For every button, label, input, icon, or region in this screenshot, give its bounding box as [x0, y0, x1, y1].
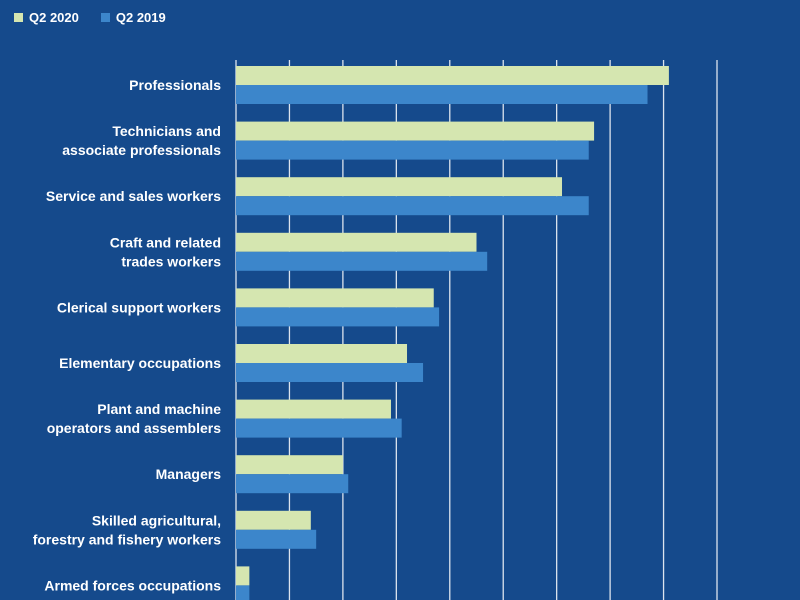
legend-swatch-q2-2020	[14, 13, 23, 22]
bar-q2-2020	[236, 344, 408, 363]
category-label: Managers	[156, 466, 222, 482]
legend: Q2 2020 Q2 2019	[14, 10, 166, 25]
bar-q2-2019	[236, 418, 402, 438]
bar-q2-2020	[236, 288, 434, 308]
bar-q2-2019	[236, 363, 424, 382]
bar-q2-2020	[236, 399, 391, 419]
category-label: Technicians and associate professionals	[62, 123, 221, 158]
legend-swatch-q2-2019	[100, 13, 110, 22]
bar-q2-2019	[236, 140, 589, 160]
category-label: Armed forces occupations	[44, 577, 221, 593]
category-label-line: Managers	[156, 466, 222, 482]
bars	[236, 66, 669, 600]
bar-q2-2019	[236, 529, 317, 549]
category-label: Skilled agricultural, forestry and fisher…	[33, 512, 222, 547]
bar-q2-2020	[236, 177, 563, 197]
category-label-line: associate professionals	[62, 142, 221, 158]
bar-q2-2020	[236, 232, 477, 252]
legend-item-q2-2020: Q2 2020	[14, 10, 79, 25]
category-label: Craft and related trades workers	[110, 234, 221, 269]
category-labels: Professionals Technicians and associate pr…	[33, 77, 222, 593]
legend-item-q2-2019: Q2 2019	[100, 10, 166, 25]
category-label-line: Professionals	[129, 77, 221, 93]
category-label-line: trades workers	[121, 253, 221, 269]
bar-q2-2019	[236, 196, 589, 216]
category-label-line: forestry and fishery workers	[33, 531, 222, 547]
legend-label-q2-2020: Q2 2020	[29, 10, 79, 25]
category-label-line: Clerical support workers	[57, 299, 221, 315]
bar-q2-2020	[236, 121, 595, 141]
category-label-line: Elementary occupations	[59, 355, 221, 371]
bar-q2-2020	[236, 566, 250, 586]
bar-q2-2019	[236, 307, 440, 327]
category-label-line: Armed forces occupations	[44, 577, 221, 593]
bar-q2-2020	[236, 455, 343, 475]
bar-q2-2020	[236, 66, 669, 85]
category-label: Professionals	[129, 77, 221, 93]
bar-q2-2019	[236, 585, 250, 600]
category-label-line: Skilled agricultural,	[92, 512, 221, 528]
legend-label-q2-2019: Q2 2019	[115, 10, 166, 25]
bar-q2-2019	[236, 85, 648, 104]
bar-q2-2019	[236, 251, 488, 271]
category-label-line: Craft and related	[110, 234, 221, 250]
category-label: Service and sales workers	[46, 188, 221, 204]
bar-q2-2019	[236, 474, 349, 494]
category-label: Plant and machine operators and assembler…	[47, 401, 222, 436]
category-label-line: Plant and machine	[97, 401, 221, 417]
category-label: Clerical support workers	[57, 299, 221, 315]
category-label: Elementary occupations	[59, 355, 221, 371]
category-label-line: Service and sales workers	[46, 188, 221, 204]
bar-q2-2020	[236, 510, 311, 530]
category-label-line: operators and assemblers	[47, 420, 222, 436]
category-label-line: Technicians and	[112, 123, 221, 139]
